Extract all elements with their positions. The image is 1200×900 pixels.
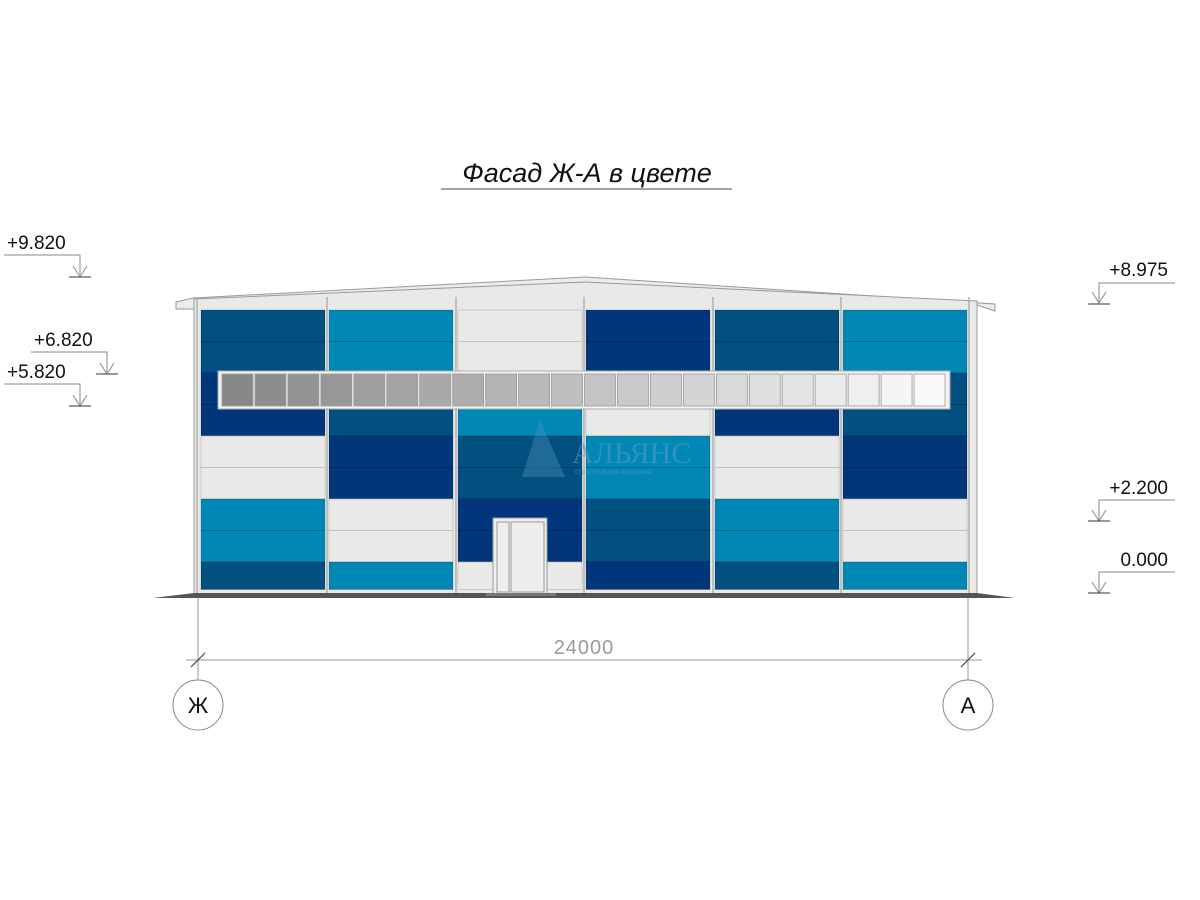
facade-panel [714,341,840,374]
window-pane [221,373,254,407]
facade-panel [585,435,711,468]
facade-panel [842,561,968,590]
facade-panel [328,309,454,342]
window-pane [518,373,550,407]
facade-panel [585,530,711,563]
watermark-logo: АЛЬЯНС строительная компания [522,420,691,477]
axis-label: А [961,693,976,718]
entrance-door[interactable] [492,517,548,595]
window-pane [419,373,452,407]
facade-panel [714,404,840,437]
window-pane [913,373,946,407]
facade-panel [328,561,454,590]
facade-panel [842,404,968,437]
window-pane [452,373,485,407]
window-pane [617,373,649,407]
ribbon-window [221,373,946,407]
window-pane [551,373,583,407]
facade-panel [842,467,968,500]
level-marker [4,254,118,407]
facade-panel [457,435,583,468]
drawing-title: Фасад Ж-А в цвете [462,158,711,188]
facade-panel [200,467,326,500]
facade-panel [328,498,454,531]
window-pane [353,373,386,407]
facade-panel [200,309,326,342]
facade-panel [714,561,840,590]
facade-panel [328,404,454,437]
axis-bubble [172,679,224,731]
facade-panel [457,341,583,374]
window-pane [254,373,287,407]
level-label: +5.820 [7,362,66,383]
window-pane [781,373,814,407]
window-pane [847,373,880,407]
facade-panel [457,309,583,342]
watermark-tagline: строительная компания [575,469,653,476]
level-marker [1088,282,1175,594]
window-pane [715,373,748,407]
axis-bubble [942,679,994,731]
facade-panel [714,498,840,531]
facade-panel [714,309,840,342]
facade-panel [200,341,326,374]
ground-line [153,593,1015,598]
level-label: 0.000 [1120,550,1168,571]
window-pane [650,373,682,407]
facade-panel [457,467,583,500]
facade-panel [328,341,454,374]
facade-panel [328,435,454,468]
watermark-name: АЛЬЯНС [572,437,691,470]
axis-label: Ж [188,693,209,718]
facade-panel [842,341,968,374]
window-pane [814,373,847,407]
facade-panel [328,530,454,563]
facade-panel [842,309,968,342]
facade-panel [714,530,840,563]
facade-panel [714,435,840,468]
facade-panel [585,309,711,342]
facade-panel [585,561,711,590]
window-pane [485,373,517,407]
facade-panel [200,498,326,531]
facade-panel [585,404,711,437]
facade-panel [842,498,968,531]
dimension-label: 24000 [554,637,615,659]
level-label: +6.820 [34,330,93,351]
facade-panel [328,467,454,500]
facade-panel [457,404,583,437]
facade-panel [200,530,326,563]
window-pane [320,373,353,407]
facade-panel [585,498,711,531]
window-pane [287,373,320,407]
window-pane [748,373,781,407]
door-threshold [486,593,556,596]
facade-panel [842,435,968,468]
window-pane [386,373,419,407]
level-label: +2.200 [1109,478,1168,499]
facade-panel [200,435,326,468]
window-pane [584,373,616,407]
window-pane [682,373,715,407]
window-pane [880,373,913,407]
level-label: +8.975 [1109,260,1168,281]
facade-panel [585,341,711,374]
facade-panel [842,530,968,563]
facade-panel [200,561,326,590]
facade-panel [714,467,840,500]
level-label: +9.820 [7,233,66,254]
dimension-line [186,598,982,680]
